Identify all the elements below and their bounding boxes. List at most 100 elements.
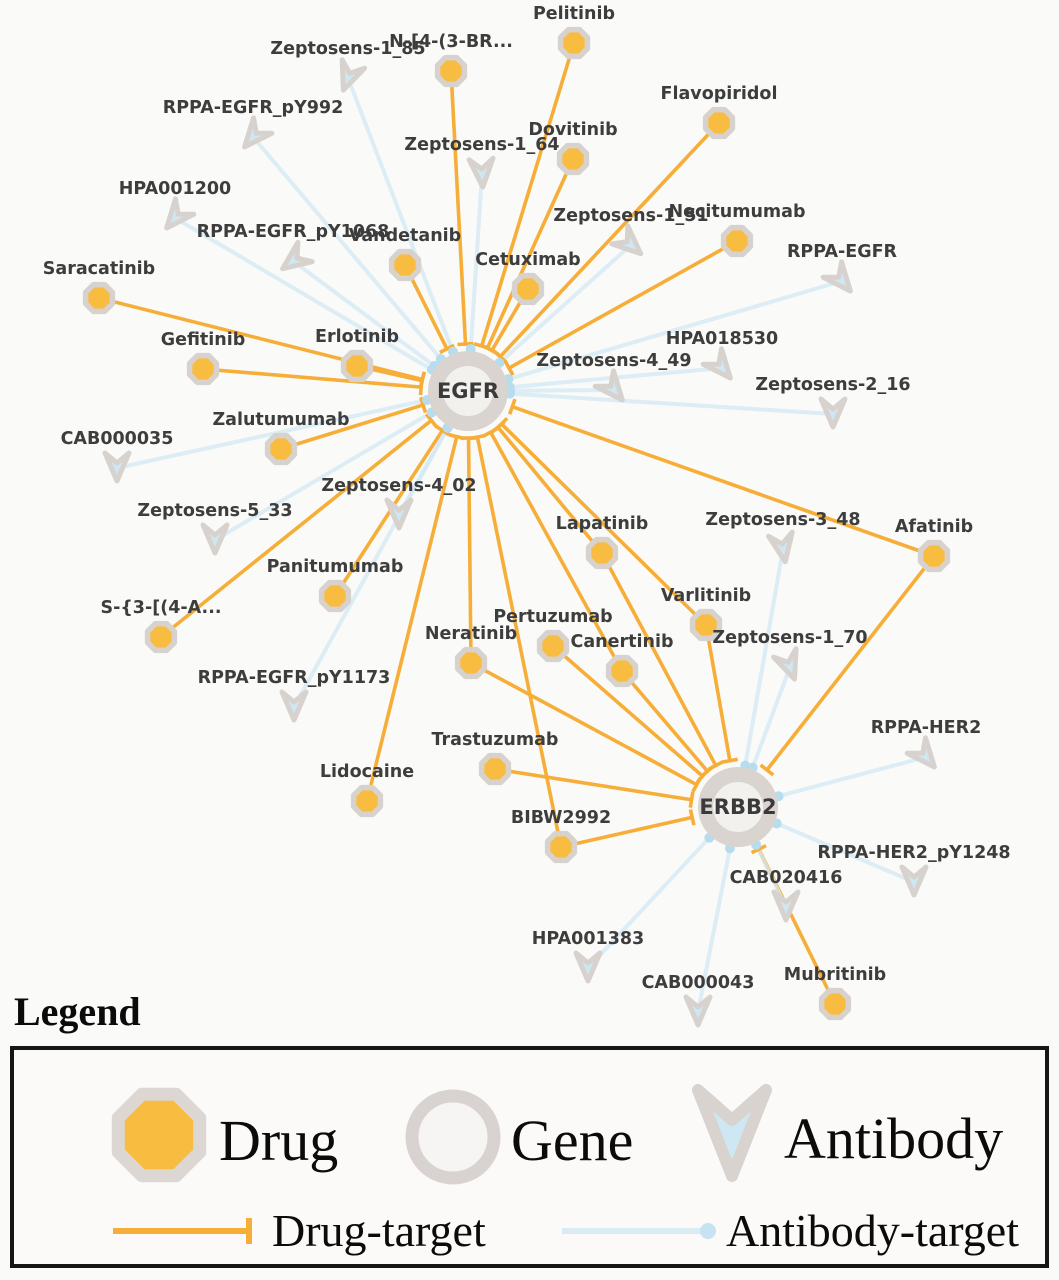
drug-target-edge-zalutumumab-egfr: [280, 403, 424, 451]
drug-target-tbar: [419, 396, 428, 414]
drug-target-edge-necitumumab-egfr: [508, 239, 738, 370]
antibody-node-rppa-egfr-py1173: [279, 689, 309, 723]
drug-target-tbar: [484, 344, 500, 357]
drug-node-erlotinib: [340, 349, 374, 383]
antibody-node-rppa-her2-py1248: [899, 864, 929, 898]
drug-label-necitumumab: Necitumumab: [669, 202, 806, 222]
antibody-label-cab000035: CAB000035: [61, 429, 174, 449]
drug-label-cetuximab: Cetuximab: [475, 250, 580, 270]
antibody-label-hpa001200: HPA001200: [119, 179, 231, 199]
drug-target-edge-canertinib-egfr: [489, 431, 624, 672]
drug-node-zalutumumab: [264, 432, 298, 466]
antibody-node-zeptosens-4-49: [592, 368, 625, 403]
drug-target-tbar: [439, 343, 455, 355]
gene-label-egfr: EGFR: [437, 379, 499, 403]
drug-label-zalutumumab: Zalutumumab: [212, 410, 349, 430]
drug-target-tbar: [688, 791, 695, 808]
antibody-label-zeptosens-3-48: Zeptosens-3_48: [705, 510, 860, 530]
antibody-label-hpa018530: HPA018530: [666, 329, 778, 349]
antibody-node-zeptosens-5-33: [200, 522, 230, 556]
drug-label-varlitinib: Varlitinib: [661, 586, 751, 606]
antibody-node-rppa-her2: [904, 735, 937, 770]
drug-label-panitumumab: Panitumumab: [267, 557, 404, 577]
antibody-label-cab000043: CAB000043: [642, 973, 755, 993]
drug-target-edge-neratinib-egfr: [466, 437, 473, 664]
antibody-label-rppa-egfr-py992: RPPA-EGFR_pY992: [163, 98, 344, 118]
antibody-label-zeptosens-1-85: Zeptosens-1_85: [270, 39, 425, 59]
drug-target-edge-flavopiridol-egfr: [498, 121, 721, 358]
drug-node-saracatinib: [82, 281, 116, 315]
drug-label-vandetanib: Vandetanib: [349, 226, 461, 246]
drug-target-tbar: [750, 844, 767, 855]
antibody-node-rppa-egfr: [820, 259, 853, 294]
legend-antibody-label: Antibody: [784, 1106, 1004, 1171]
antibody-label-rppa-egfr-py1173: RPPA-EGFR_pY1173: [198, 668, 391, 688]
antibody-node-hpa018530: [700, 346, 733, 381]
drug-target-edge-icon: [113, 1218, 252, 1244]
drug-target-edge-trastuzumab-erbb2: [494, 767, 692, 802]
drug-node-pelitinib: [557, 26, 591, 60]
antibody-node-zeptosens-1-85: [339, 57, 368, 93]
antibody-node-hpa001200: [164, 196, 197, 231]
antibody-node-cab000043: [683, 994, 713, 1028]
drug-node-lidocaine: [350, 784, 384, 818]
drug-node-canertinib: [605, 654, 639, 688]
drug-target-edge-n-4-3-br-egfr: [449, 70, 468, 345]
antibody-target-edge-egfr-zeptosens-1-85: [346, 77, 470, 392]
antibody-node-zeptosens-1-51: [609, 223, 644, 257]
drug-label-n-4-3-br: N-[4-(3-BR...: [389, 32, 513, 52]
drug-node-gefitinib: [186, 352, 220, 386]
gene-circle-icon: [405, 1089, 501, 1185]
antibody-node-rppa-egfr-py992: [242, 115, 275, 150]
drug-target-tbar: [494, 416, 509, 431]
drug-label-pelitinib: Pelitinib: [533, 4, 615, 24]
drug-label-pertuzumab: Pertuzumab: [493, 607, 612, 627]
legend-drug-target-label: Drug-target: [272, 1205, 486, 1256]
antibody-label-zeptosens-5-33: Zeptosens-5_33: [137, 501, 292, 521]
antibody-label-rppa-egfr: RPPA-EGFR: [787, 242, 898, 262]
drug-target-tbar: [691, 776, 703, 793]
drug-target-edge-lidocaine-egfr: [365, 436, 459, 802]
antibody-target-edge-egfr-zeptosens-2-16: [467, 389, 834, 416]
drug-label-afatinib: Afatinib: [895, 517, 973, 537]
legend-antibody-target-label: Antibody-target: [726, 1205, 1019, 1256]
drug-node-cetuximab: [511, 272, 545, 306]
drug-target-edge-panitumumab-egfr: [333, 429, 444, 597]
legend-drug-label: Drug: [219, 1108, 339, 1173]
drug-target-edge-lapatinib-erbb2: [600, 552, 718, 767]
drug-node-dovitinib: [556, 142, 590, 176]
antibody-node-zeptosens-1-70: [771, 646, 799, 682]
antibody-label-rppa-egfr-py1068: RPPA-EGFR_pY1068: [197, 222, 390, 242]
drug-node-n-4-3-br: [434, 54, 468, 88]
drug-node-panitumumab: [318, 579, 352, 613]
antibody-target-edge-icon: [562, 1223, 716, 1239]
drug-node-trastuzumab: [478, 752, 512, 786]
gene-label-erbb2: ERBB2: [699, 795, 776, 819]
antibody-node-hpa001383: [573, 950, 603, 984]
drug-target-tbar: [503, 360, 515, 376]
legend-box: Drug Gene Antibody Drug-target Antibody-…: [10, 1046, 1049, 1268]
drug-target-edge-varlitinib-egfr: [500, 422, 708, 627]
drug-target-tbar: [507, 398, 517, 415]
drug-node-necitumumab: [720, 224, 754, 258]
drug-target-edge-varlitinib-erbb2: [704, 624, 732, 762]
drug-target-edge-pertuzumab-erbb2: [551, 644, 704, 778]
drug-target-edge-canertinib-erbb2: [620, 669, 709, 773]
drug-target-tbar: [482, 426, 499, 438]
drug-label-trastuzumab: Trastuzumab: [432, 730, 559, 750]
drug-label-mubritinib: Mubritinib: [784, 965, 886, 985]
legend-gene-label: Gene: [511, 1108, 634, 1173]
antibody-label-cab020416: CAB020416: [730, 868, 843, 888]
antibody-node-rppa-egfr-py1068: [280, 239, 315, 272]
antibody-label-zeptosens-1-70: Zeptosens-1_70: [712, 628, 867, 648]
drug-node-pertuzumab: [536, 629, 570, 663]
drug-node-flavopiridol: [702, 106, 736, 140]
gene-node-inner-erbb2: [713, 782, 763, 832]
drug-label-dovitinib: Dovitinib: [528, 120, 617, 140]
drug-target-edge-afatinib-egfr: [511, 404, 935, 558]
drug-label-gefitinib: Gefitinib: [161, 330, 246, 350]
antibody-label-zeptosens-1-64: Zeptosens-1_64: [404, 135, 559, 155]
antibody-label-hpa001383: HPA001383: [532, 929, 644, 949]
drug-node-mubritinib: [818, 987, 852, 1021]
